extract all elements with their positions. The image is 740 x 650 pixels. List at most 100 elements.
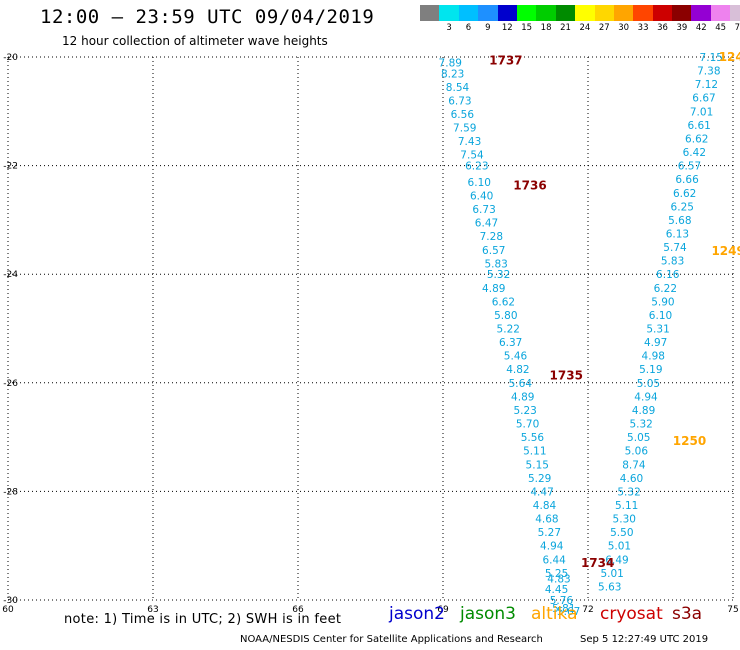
satellite-altika: altika <box>531 604 578 624</box>
wave-height-value: 4.45 <box>545 584 568 596</box>
legend-label: 6 <box>465 23 472 33</box>
wave-height-value: 5.01 <box>600 568 623 580</box>
wave-height-value: 5.56 <box>521 432 545 444</box>
wave-height-value: 6.56 <box>451 109 475 121</box>
wave-height-value: 5.67 <box>557 606 580 618</box>
wave-height-value: 5.22 <box>497 324 520 336</box>
wave-height-value: 4.89 <box>632 405 655 417</box>
x-tick-label: 63 <box>147 605 158 615</box>
wave-height-value: 7.38 <box>697 66 720 78</box>
wave-height-value: 7.54 <box>460 150 484 162</box>
x-tick-label: 72 <box>582 605 593 615</box>
wave-height-value: 6.22 <box>654 283 677 295</box>
wave-height-value: 4.60 <box>620 473 643 485</box>
wave-height-value: 4.68 <box>535 514 558 526</box>
wave-height-value: 5.64 <box>509 378 533 390</box>
legend-label: 39 <box>676 23 688 33</box>
color-legend-labels: 36912151821242730333639424570(ft) <box>420 23 740 35</box>
satellite-jason3: jason3 <box>460 604 516 624</box>
wave-height-value: 5.83 <box>661 256 684 268</box>
wave-height-value: 5.81 <box>552 603 575 615</box>
wave-height-value: 6.37 <box>499 337 522 349</box>
wave-height-value: 5.15 <box>526 459 549 471</box>
wave-height-value: 6.40 <box>470 190 493 202</box>
legend-swatch <box>497 5 517 21</box>
wave-height-value: 4.89 <box>482 283 505 295</box>
footer-credit: NOAA/NESDIS Center for Satellite Applica… <box>240 634 543 645</box>
x-tick-label: 69 <box>437 605 449 615</box>
wave-height-value: 5.63 <box>598 581 621 593</box>
legend-label: 33 <box>637 23 649 33</box>
wave-height-value: 5.70 <box>516 419 539 431</box>
pass-time-label: 1736 <box>513 179 546 193</box>
y-tick-label: -22 <box>3 162 18 172</box>
y-tick-label: -28 <box>3 487 18 497</box>
satellite-jason2: jason2 <box>389 604 445 624</box>
pass-time-label: 1248 <box>719 50 740 64</box>
wave-height-value: 6.62 <box>685 133 708 145</box>
wave-height-value: 5.32 <box>617 486 640 498</box>
wave-height-value: 8.74 <box>622 459 646 471</box>
legend-label: 36 <box>657 23 668 33</box>
wave-height-value: 4.83 <box>547 573 570 585</box>
x-tick-label: 75 <box>727 605 738 615</box>
wave-height-value: 5.50 <box>610 527 633 539</box>
wave-height-value: 6.13 <box>666 228 689 240</box>
wave-height-value: 5.80 <box>494 310 517 322</box>
legend-swatch <box>439 5 459 21</box>
legend-label: 30 <box>618 23 630 33</box>
legend-label: 9 <box>485 23 491 33</box>
legend-swatch <box>575 5 595 21</box>
wave-height-value: 6.62 <box>492 296 515 308</box>
wave-height-value: 5.68 <box>668 215 691 227</box>
legend-swatch <box>420 5 440 21</box>
legend-swatch <box>730 5 740 21</box>
wave-height-value: 6.23 <box>465 161 488 173</box>
wave-height-value: 4.89 <box>511 391 534 403</box>
wave-height-value: 5.25 <box>545 568 568 580</box>
wave-height-value: 5.46 <box>504 351 528 363</box>
wave-height-value: 6.49 <box>605 554 628 566</box>
wave-height-value: 5.74 <box>663 242 687 254</box>
wave-height-value: 6.57 <box>678 161 701 173</box>
wave-height-value: 5.76 <box>550 595 574 607</box>
wave-height-value: 5.06 <box>625 446 649 458</box>
y-tick-label: -30 <box>3 596 18 606</box>
wave-height-value: 6.61 <box>687 120 710 132</box>
wave-height-value: 8.54 <box>446 82 470 94</box>
wave-height-value: 6.25 <box>671 201 694 213</box>
wave-height-value: 5.23 <box>513 405 536 417</box>
wave-height-value: 5.11 <box>615 500 638 512</box>
pass-time-label: 1735 <box>550 369 583 383</box>
x-tick-label: 66 <box>292 605 304 615</box>
wave-height-value: 6.67 <box>692 93 715 105</box>
pass-time-label: 1734 <box>581 556 614 570</box>
wave-height-value: 6.62 <box>673 188 696 200</box>
wave-height-value: 4.97 <box>644 337 667 349</box>
legend-swatch <box>672 5 692 21</box>
pass-time-label: 1249 <box>711 244 740 258</box>
wave-height-value: 6.73 <box>448 95 471 107</box>
color-legend <box>420 5 740 21</box>
wave-height-value: 7.15 <box>700 52 723 64</box>
wave-height-value: 5.32 <box>629 419 652 431</box>
wave-height-value: 5.29 <box>528 473 551 485</box>
wave-height-value: 5.83 <box>484 258 507 270</box>
wave-height-value: 5.05 <box>627 432 650 444</box>
wave-height-value: 7.43 <box>458 136 481 148</box>
wave-height-value: 7.01 <box>690 106 713 118</box>
legend-swatch <box>516 5 537 21</box>
chart-title: 12:00 — 23:59 UTC 09/04/2019 <box>40 6 375 28</box>
wave-height-value: 5.05 <box>637 378 660 390</box>
legend-swatch <box>633 5 653 21</box>
satellite-s3a: s3a <box>672 604 703 624</box>
legend-label: 15 <box>521 23 533 33</box>
footer-timestamp: Sep 5 12:27:49 UTC 2019 <box>580 634 709 645</box>
wave-height-value: 5.19 <box>639 364 662 376</box>
legend-label: 21 <box>560 23 571 33</box>
wave-height-value: 5.31 <box>646 324 669 336</box>
x-tick-label: 60 <box>2 605 14 615</box>
wave-height-value: 6.10 <box>649 310 672 322</box>
wave-height-value: 6.16 <box>656 269 680 281</box>
legend-label: 24 <box>579 23 591 33</box>
